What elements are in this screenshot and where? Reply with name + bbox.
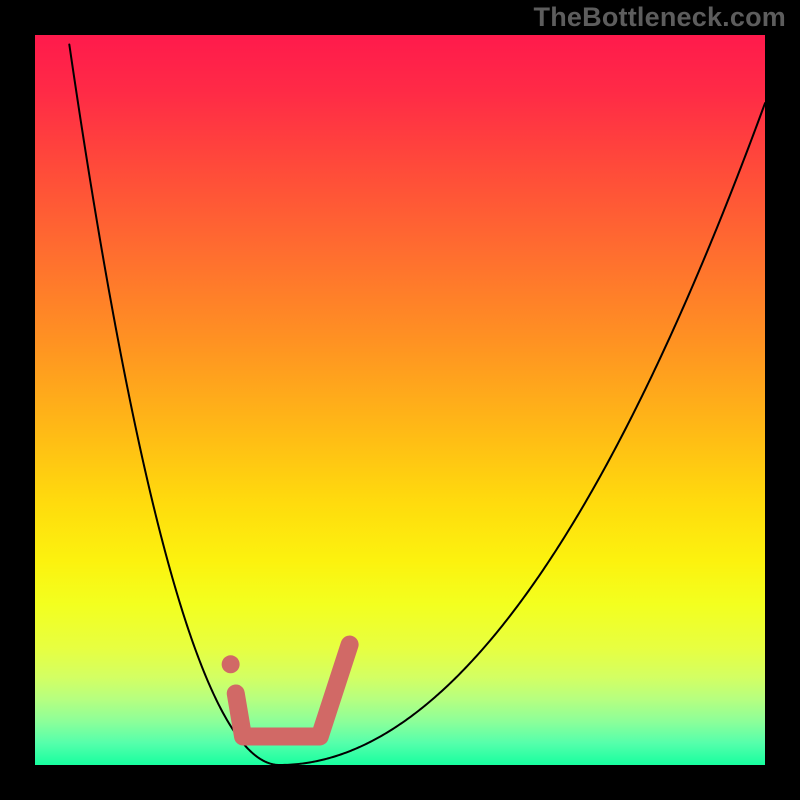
marker-dot (222, 655, 240, 673)
bottleneck-chart (35, 35, 765, 765)
gradient-background (35, 35, 765, 765)
figure-root: TheBottleneck.com (0, 0, 800, 800)
watermark-text: TheBottleneck.com (534, 2, 786, 33)
plot-area (35, 35, 765, 765)
